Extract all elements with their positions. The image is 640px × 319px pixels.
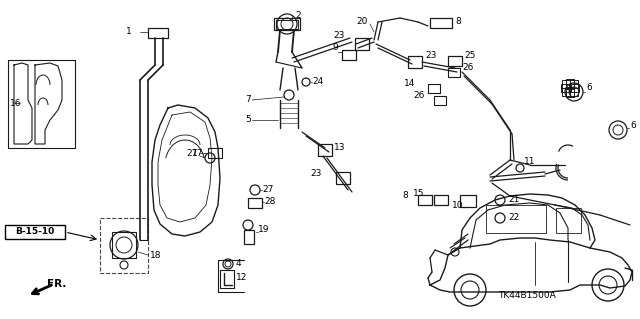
Bar [428,84,440,93]
Text: FR.: FR. [47,279,67,289]
Text: 26: 26 [462,63,474,72]
Text: 4: 4 [236,258,242,268]
Text: 23: 23 [425,51,436,61]
Bar [5,225,65,239]
Bar [342,50,356,60]
Text: 22: 22 [508,213,519,222]
Text: 28: 28 [264,197,275,206]
Text: 5: 5 [245,115,251,124]
Bar [448,56,462,66]
Text: 6: 6 [586,84,592,93]
Text: 27: 27 [262,186,273,195]
Bar [208,148,222,158]
Bar [566,89,574,97]
Text: 14: 14 [404,79,415,88]
Bar [355,38,369,50]
Bar [434,195,448,205]
Bar [561,84,569,92]
Bar [434,96,446,105]
Bar [570,87,577,95]
Bar [244,230,254,244]
Text: 10: 10 [452,202,463,211]
Bar [460,195,476,207]
Bar [570,80,577,88]
Bar [563,80,570,88]
Bar [556,208,581,233]
Text: 20: 20 [356,18,368,26]
Bar [100,218,148,273]
Bar [563,87,570,95]
Bar [148,28,168,38]
Text: 7: 7 [245,95,251,105]
Text: 9: 9 [332,43,338,53]
Text: 13: 13 [334,144,346,152]
Text: 1: 1 [126,27,132,36]
Bar [318,144,332,156]
Bar [408,56,422,68]
Bar [486,205,546,233]
Bar [248,198,262,208]
Text: 16: 16 [10,99,22,108]
Bar [220,270,234,288]
Text: 15: 15 [413,189,424,198]
Text: 6: 6 [630,121,636,130]
Bar [566,79,574,87]
Bar [571,84,579,92]
Bar [448,68,460,77]
Bar [418,195,432,205]
Bar [336,172,350,184]
Text: 18: 18 [150,250,161,259]
Text: B-15-10: B-15-10 [15,227,54,236]
Text: 23: 23 [310,169,322,179]
Bar [430,18,452,28]
Text: 21: 21 [508,196,520,204]
Text: 2: 2 [295,11,301,20]
Text: 27: 27 [187,150,198,159]
Bar [112,232,136,258]
Text: 25: 25 [464,51,476,61]
Text: 23: 23 [333,31,345,40]
Text: 11: 11 [524,158,536,167]
Text: 8: 8 [403,191,408,201]
Bar [274,18,300,30]
Text: 12: 12 [236,273,248,283]
Text: TK44B1500A: TK44B1500A [498,291,556,300]
Text: 17: 17 [192,149,204,158]
Text: 24: 24 [312,78,323,86]
Text: 8: 8 [455,18,461,26]
Text: 26: 26 [413,92,425,100]
Bar [276,20,298,29]
Text: 19: 19 [258,226,269,234]
